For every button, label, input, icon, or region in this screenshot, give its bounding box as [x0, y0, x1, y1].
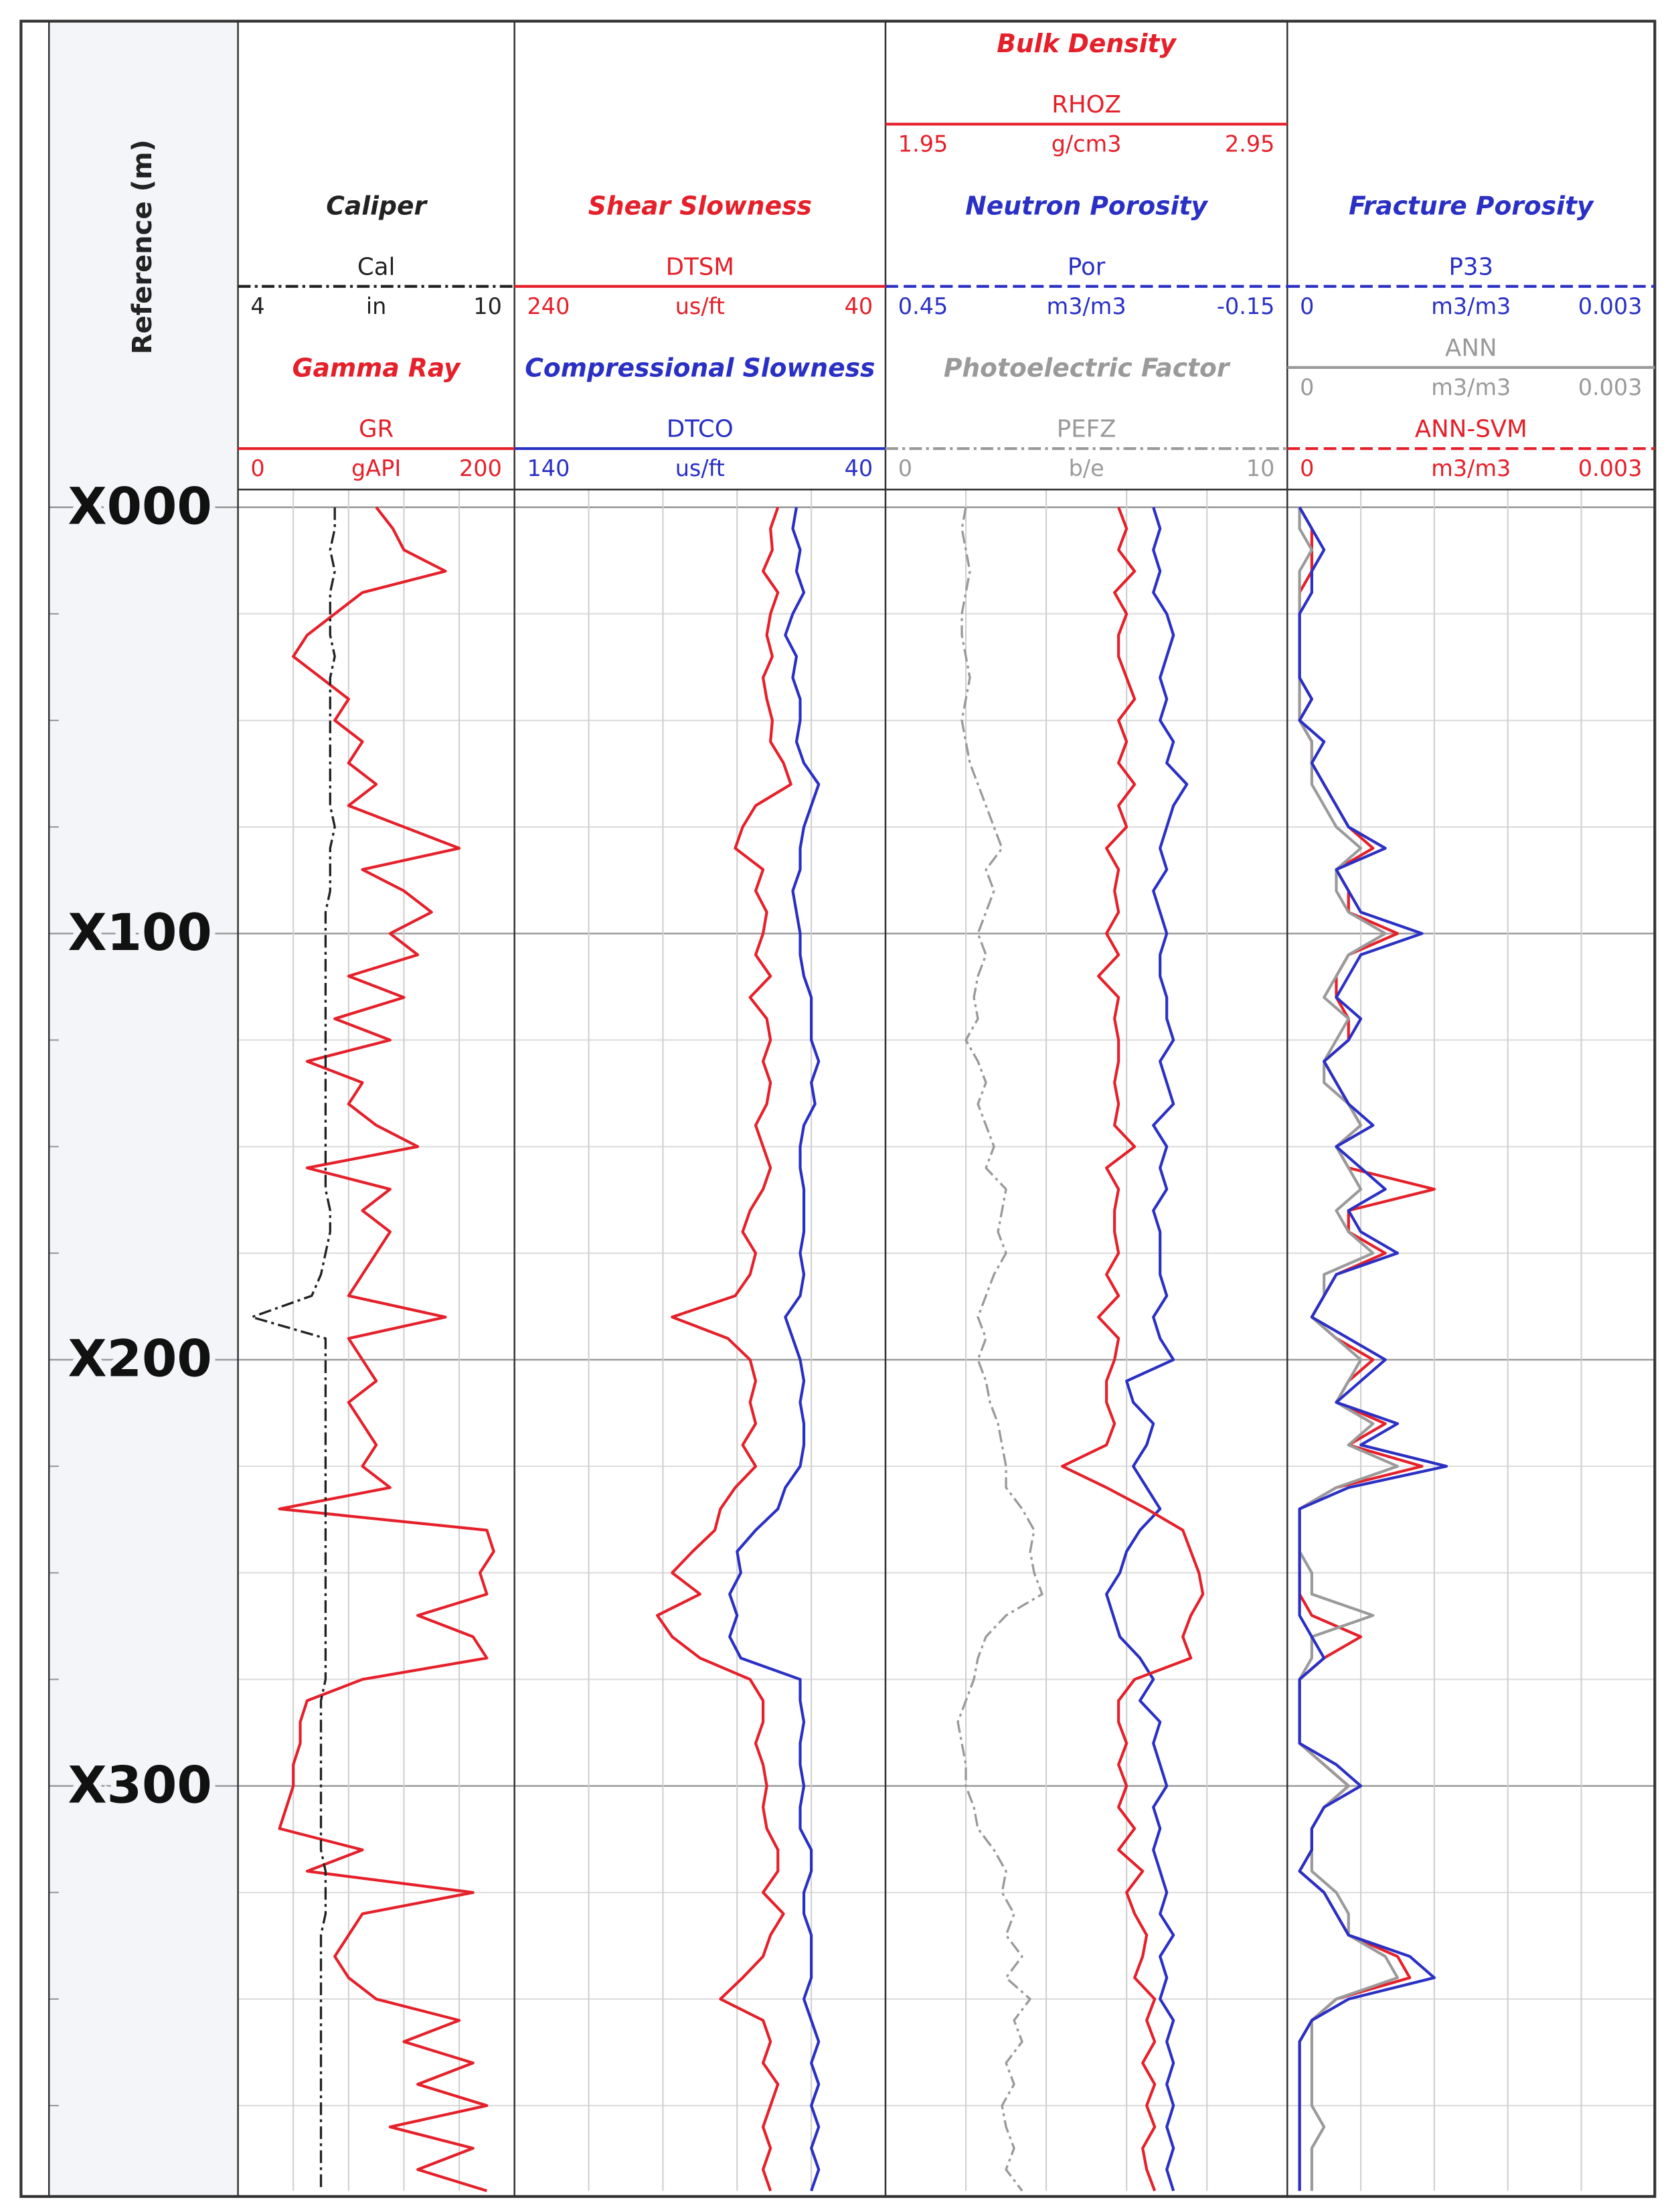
- scale-left: 240: [527, 293, 570, 319]
- scale-unit: m3/m3: [1431, 374, 1511, 400]
- depth-axis-label: Reference (m): [127, 139, 158, 354]
- log-curve: [278, 506, 495, 2193]
- scale-left: 0: [1300, 293, 1314, 319]
- curve-name: RHOZ: [1052, 91, 1121, 118]
- curve-title: Bulk Density: [997, 29, 1177, 58]
- scale-right: 40: [845, 293, 873, 319]
- curve-title: Caliper: [326, 191, 428, 220]
- frame: [19, 19, 1657, 2198]
- log-curve: [655, 507, 792, 2192]
- curve-name: Por: [1068, 253, 1106, 281]
- depth-tick-label: X300: [68, 1755, 212, 1814]
- scale-left: 0: [898, 455, 912, 481]
- curve-name: ANN: [1445, 334, 1497, 362]
- scale-left: 0.45: [898, 293, 948, 319]
- curve-title: Shear Slowness: [588, 191, 812, 220]
- log-curve: [1298, 506, 1448, 2191]
- log-curve: [250, 507, 336, 2191]
- scale-unit: m3/m3: [1431, 293, 1511, 319]
- scale-unit: g/cm3: [1052, 131, 1122, 157]
- scale-left: 0: [250, 455, 264, 481]
- scale-unit: in: [366, 293, 387, 319]
- curve-name: PEFZ: [1057, 416, 1116, 443]
- depth-tick-label: X200: [68, 1329, 212, 1388]
- depth-track-background: [49, 21, 238, 2197]
- curve-name: GR: [359, 416, 394, 443]
- log-curve: [728, 507, 821, 2192]
- depth-tick-label: X100: [68, 903, 212, 962]
- depth-tick-label: X000: [68, 477, 212, 536]
- curve-title: Compressional Slowness: [525, 353, 875, 382]
- scale-right: 10: [1246, 455, 1275, 481]
- curve-name: ANN-SVM: [1415, 416, 1527, 443]
- scale-right: 200: [459, 455, 502, 481]
- log-curve: [1298, 507, 1400, 2191]
- curve-name: DTSM: [666, 253, 734, 281]
- scale-right: 40: [845, 455, 873, 481]
- curve-name: DTCO: [667, 416, 734, 443]
- curves: [250, 506, 1448, 2193]
- scale-unit: gAPI: [351, 455, 401, 481]
- scale-left: 0: [1300, 455, 1314, 481]
- scale-left: 1.95: [898, 131, 948, 157]
- scale-left: 0: [1300, 374, 1314, 400]
- scale-right: -0.15: [1217, 293, 1275, 319]
- scale-right: 2.95: [1225, 131, 1274, 157]
- curve-name: Cal: [357, 253, 395, 281]
- scale-left: 4: [250, 293, 264, 319]
- log-curve: [1061, 506, 1205, 2192]
- curve-title: Photoelectric Factor: [944, 353, 1231, 382]
- scale-unit: us/ft: [675, 455, 725, 481]
- scale-unit: m3/m3: [1431, 455, 1511, 481]
- log-curve: [956, 507, 1043, 2192]
- scale-left: 140: [527, 455, 570, 481]
- curve-title: Gamma Ray: [292, 353, 461, 382]
- scale-unit: b/e: [1069, 455, 1104, 481]
- scale-right: 0.003: [1578, 455, 1643, 481]
- scale-right: 0.003: [1578, 293, 1643, 319]
- scale-unit: m3/m3: [1047, 293, 1126, 319]
- curve-name: P33: [1448, 253, 1493, 281]
- log-curve: [1105, 507, 1189, 2192]
- scale-right: 10: [473, 293, 502, 319]
- scale-unit: us/ft: [675, 293, 725, 319]
- outer-border: [19, 19, 1657, 2198]
- track-title: Fracture Porosity: [1349, 191, 1594, 220]
- labels: X000 X100 X200 X300 Caliper Cal 4 in 10 Gamma Ray…: [62, 29, 1655, 1820]
- curve-title: Neutron Porosity: [965, 191, 1208, 220]
- scale-right: 0.003: [1578, 374, 1643, 400]
